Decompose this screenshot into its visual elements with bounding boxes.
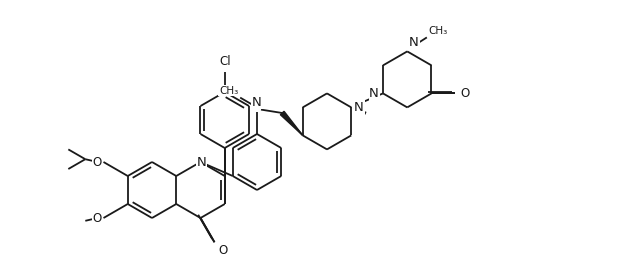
Text: O: O [92, 156, 102, 168]
Text: N: N [370, 87, 379, 100]
Text: O: O [460, 87, 469, 100]
Text: CH₃: CH₃ [219, 86, 238, 95]
Text: CH₃: CH₃ [429, 26, 448, 36]
Text: N: N [354, 101, 364, 114]
Text: N: N [197, 156, 206, 168]
Text: N: N [409, 36, 419, 50]
Text: O: O [92, 212, 102, 224]
Polygon shape [280, 111, 303, 135]
Text: Cl: Cl [219, 55, 231, 68]
Text: O: O [219, 244, 228, 257]
Text: N: N [252, 95, 262, 109]
